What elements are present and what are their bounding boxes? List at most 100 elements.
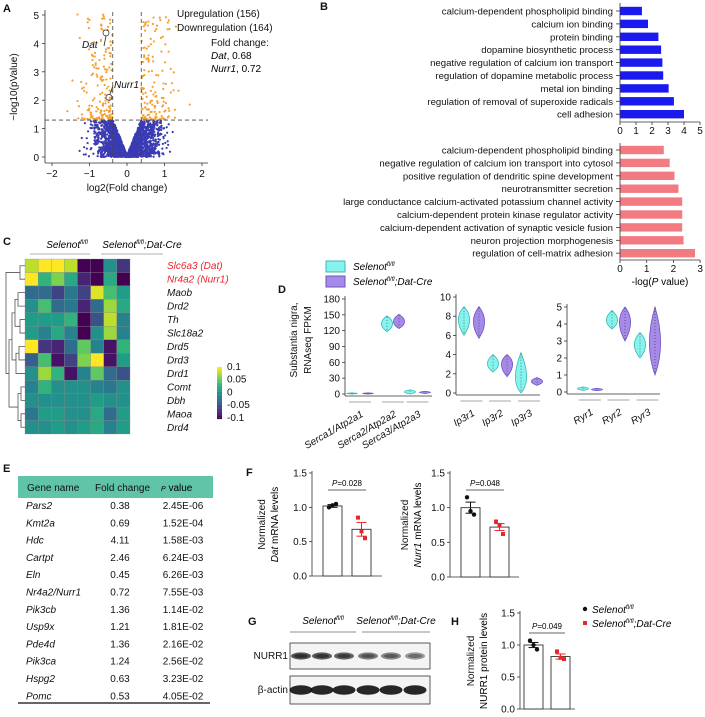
fold-change-annotation: Dat, 0.68 — [211, 51, 252, 62]
significant-point — [101, 115, 104, 119]
p-value-cell: 2.16E-02 — [163, 639, 204, 650]
ns-point — [96, 155, 99, 158]
ns-point — [100, 124, 103, 127]
ns-point — [136, 129, 140, 132]
y-tick-label: 5 — [556, 303, 562, 314]
violin-wt — [404, 389, 416, 395]
y-tick-label: 0.0 — [501, 705, 515, 716]
ns-point — [130, 142, 133, 145]
genotype-label-ko: Selenotfl/fl;Dat-Cre — [592, 619, 672, 630]
significant-point — [102, 102, 105, 105]
y-tick-label: 2 — [556, 354, 562, 365]
significant-point — [164, 43, 167, 46]
go-term-label: neurotransmitter secretion — [502, 184, 613, 195]
go-bar — [620, 84, 669, 93]
fold-change-cell: 0.63 — [110, 674, 130, 685]
ns-point — [142, 137, 145, 140]
go-bar-chart: calcium-dependent phospholipid bindingca… — [427, 3, 703, 137]
heatmap-cell — [103, 353, 118, 367]
significant-point — [147, 108, 150, 111]
ns-point — [108, 125, 111, 128]
significant-point — [159, 19, 162, 22]
heatmap-cell — [77, 258, 91, 273]
ns-point — [137, 138, 140, 141]
significant-point — [162, 104, 165, 107]
ns-point — [160, 124, 163, 127]
ns-point — [139, 125, 142, 128]
ns-point — [147, 128, 151, 132]
ns-point — [133, 137, 136, 140]
violin-wt — [515, 351, 527, 394]
significant-point — [146, 57, 150, 60]
significant-point — [95, 67, 98, 70]
fold-change-cell: 0.53 — [110, 691, 130, 702]
ns-point — [160, 128, 163, 132]
significant-point — [87, 48, 91, 51]
ns-point — [167, 123, 170, 126]
category-label: Ryr2 — [600, 407, 624, 427]
ns-point — [101, 146, 105, 150]
ns-point — [113, 151, 116, 154]
nurr1-band — [358, 652, 378, 660]
significant-point — [164, 82, 167, 86]
colorbar-segment — [217, 385, 222, 387]
actin-band — [379, 685, 403, 695]
ns-point — [122, 151, 125, 154]
significant-point — [172, 89, 175, 92]
column-header: P value — [161, 483, 193, 494]
significant-point — [151, 85, 154, 88]
ns-point — [84, 153, 87, 156]
legend-marker-wt — [582, 606, 588, 612]
ns-point — [141, 151, 145, 154]
significant-point — [169, 67, 172, 70]
significant-point — [96, 84, 99, 87]
significant-point — [85, 82, 88, 85]
significant-point — [149, 37, 152, 40]
significant-point — [102, 78, 105, 81]
ns-point — [144, 152, 147, 155]
colorbar-segment — [217, 386, 222, 388]
genotype-label-wt: Selenotfl/fl — [353, 262, 395, 273]
significant-point — [140, 86, 143, 89]
significant-point — [108, 18, 112, 21]
significant-point — [80, 80, 83, 84]
y-tick-label: 30 — [329, 374, 341, 385]
go-bar — [620, 223, 683, 232]
nurr1-band — [381, 652, 401, 660]
nurr1-band-core — [337, 654, 351, 658]
heatmap-cell — [64, 406, 78, 421]
go-term-label: calcium-dependent protein kinase regulat… — [397, 210, 613, 221]
data-point-ko — [555, 649, 559, 654]
category-label: Ip3r2 — [480, 408, 506, 429]
bar-wt — [523, 644, 544, 710]
ns-point — [103, 132, 106, 135]
heatmap-cell — [116, 339, 131, 354]
significant-point — [155, 24, 159, 27]
genotype-superscript: fl/fl — [80, 240, 88, 246]
panel-label-G: G — [248, 616, 257, 628]
significant-point — [97, 107, 100, 111]
go-term-label: positive regulation of dendritic spine d… — [403, 171, 613, 182]
ns-point — [167, 143, 170, 147]
heatmap-cell — [116, 366, 131, 381]
colorbar-segment — [217, 389, 222, 391]
data-point-ko — [363, 536, 367, 541]
heatmap-row-label: Th — [167, 315, 179, 326]
y-tick-label: 1.5 — [293, 469, 307, 480]
category-label: Ryr3 — [629, 407, 653, 427]
significant-point — [99, 111, 102, 115]
ns-point — [159, 120, 162, 123]
colorbar-segment — [217, 399, 222, 401]
blot-row-label: NURR1 — [254, 651, 289, 662]
ns-point — [139, 127, 142, 131]
significant-point — [160, 50, 163, 53]
heatmap-cell — [77, 299, 91, 313]
colorbar-segment — [217, 368, 222, 370]
heatmap-cell — [116, 285, 131, 300]
ns-point — [142, 155, 145, 158]
fold-change-value: , 0.68 — [227, 51, 252, 62]
ns-point — [97, 152, 100, 155]
heatmap-cell — [37, 406, 52, 421]
ns-point — [148, 125, 151, 128]
ns-point — [103, 155, 106, 159]
